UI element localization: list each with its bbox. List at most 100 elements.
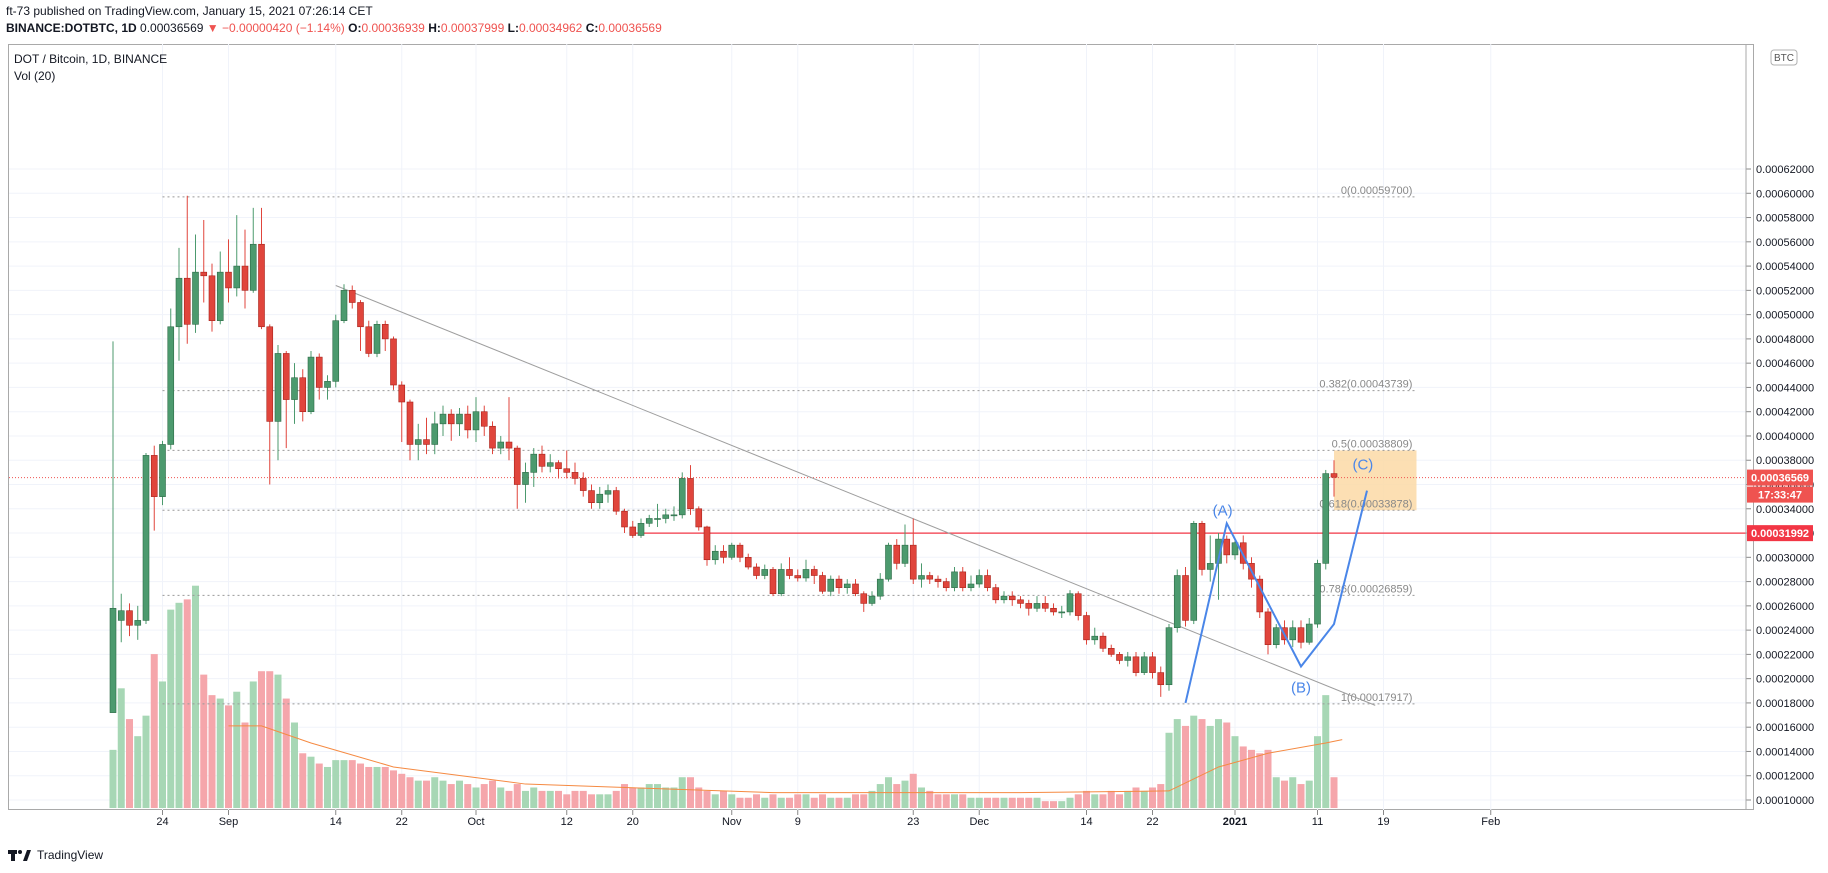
volume-bar — [588, 794, 595, 808]
volume-bar — [637, 787, 645, 808]
candle-body — [282, 353, 290, 400]
volume-bar — [1305, 780, 1313, 808]
volume-bar — [1132, 787, 1140, 808]
volume-bar — [324, 766, 331, 808]
volume-bar — [810, 797, 818, 808]
candle-body — [398, 384, 406, 403]
low-label: L: — [507, 21, 519, 35]
volume-bar — [200, 674, 208, 808]
x-tick-label: 14 — [330, 816, 342, 828]
candle-body — [1264, 611, 1272, 645]
candle-body — [901, 544, 909, 564]
candle-body — [167, 326, 175, 445]
volume-bar — [951, 794, 958, 808]
volume-legend: Vol (20) — [14, 69, 56, 83]
volume-bar — [381, 766, 389, 808]
candle-body — [777, 569, 785, 595]
candle-body — [645, 518, 653, 524]
chart-frame[interactable] — [8, 44, 1754, 810]
fib-level-label: 0.382(0.00043739) — [1319, 379, 1412, 391]
volume-bar — [984, 797, 991, 808]
volume-bar — [1314, 736, 1321, 808]
currency-badge — [1770, 49, 1798, 66]
candle-body — [621, 510, 628, 528]
candle-body — [307, 356, 315, 412]
candle-body — [1116, 654, 1123, 661]
ohlc-header: BINANCE:DOTBTC, 1D 0.00036569 ▼ −0.00000… — [6, 21, 662, 35]
volume-bar — [233, 691, 241, 808]
y-tick-label: 0.00048000 — [1756, 334, 1814, 346]
candle-body — [909, 544, 917, 580]
candle-body — [678, 478, 686, 516]
volume-bar — [126, 719, 133, 808]
volume-bar — [1256, 753, 1264, 808]
support-level-label: 0.00031992 — [1751, 528, 1809, 540]
volume-bar — [299, 753, 307, 808]
wave-label-a: (A) — [1213, 502, 1233, 519]
volume-bar — [843, 797, 851, 808]
volume-bar — [530, 787, 538, 808]
candle-body — [340, 290, 348, 321]
abc-wave-path — [1184, 490, 1368, 704]
fib-level-label: 0.618(0.00033878) — [1319, 498, 1412, 510]
volume-bar — [134, 736, 142, 808]
candle-body — [852, 583, 859, 595]
volume-bar — [340, 760, 348, 808]
candle-body — [1124, 656, 1132, 661]
volume-bar — [150, 654, 158, 808]
candle-body — [868, 595, 876, 604]
tradingview-footer[interactable]: TradingView — [8, 848, 103, 862]
y-tick-label: 0.00016000 — [1756, 722, 1814, 734]
candle-body — [711, 550, 719, 561]
candle-body — [1083, 615, 1090, 641]
candle-body — [381, 324, 389, 340]
volume-bar — [893, 784, 901, 808]
high-label: H: — [428, 21, 441, 35]
volume-bar — [225, 705, 232, 808]
volume-bar — [1099, 794, 1107, 808]
volume-bar — [208, 695, 216, 808]
candle-body — [843, 583, 851, 588]
volume-bar — [703, 790, 711, 808]
candle-body — [951, 571, 958, 588]
candle-body — [464, 413, 472, 431]
volume-bar — [1000, 797, 1008, 808]
volume-bar — [1058, 801, 1066, 808]
volume-bar — [1215, 719, 1222, 808]
candle-body — [546, 462, 554, 467]
open-label: O: — [348, 21, 362, 35]
y-tick-label: 0.00046000 — [1756, 358, 1814, 370]
fib-level-label: 0.786(0.00026859) — [1319, 583, 1412, 595]
volume-bar — [860, 794, 868, 808]
volume-bar — [1050, 801, 1057, 808]
x-tick-label: 22 — [1146, 816, 1158, 828]
candle-body — [390, 338, 397, 386]
tradingview-logo-icon — [8, 850, 31, 861]
low-value: 0.00034962 — [518, 21, 583, 35]
wave-label-b: (B) — [1291, 680, 1311, 697]
volume-bar — [959, 794, 967, 808]
volume-bar — [505, 790, 513, 808]
y-tick-label: 0.00034000 — [1756, 504, 1814, 516]
candle-body — [365, 326, 373, 354]
candle-body — [670, 514, 678, 517]
candle-body — [934, 578, 942, 582]
volume-bar — [117, 688, 125, 808]
candle-body — [810, 569, 818, 576]
candle-body — [447, 413, 455, 425]
candle-body — [1173, 575, 1181, 628]
volume-bar — [291, 722, 298, 808]
candle-body — [1256, 578, 1264, 613]
volume-bar — [579, 790, 587, 808]
volume-bar — [241, 722, 249, 808]
volume-bar — [720, 790, 727, 808]
candle-body — [1223, 538, 1231, 556]
volume-bar — [431, 777, 439, 808]
volume-bar — [406, 777, 414, 808]
candle-body — [563, 468, 571, 473]
candle-body — [373, 324, 381, 354]
candle-body — [769, 569, 777, 595]
y-tick-label: 0.00062000 — [1756, 164, 1814, 176]
volume-bar — [802, 794, 810, 808]
